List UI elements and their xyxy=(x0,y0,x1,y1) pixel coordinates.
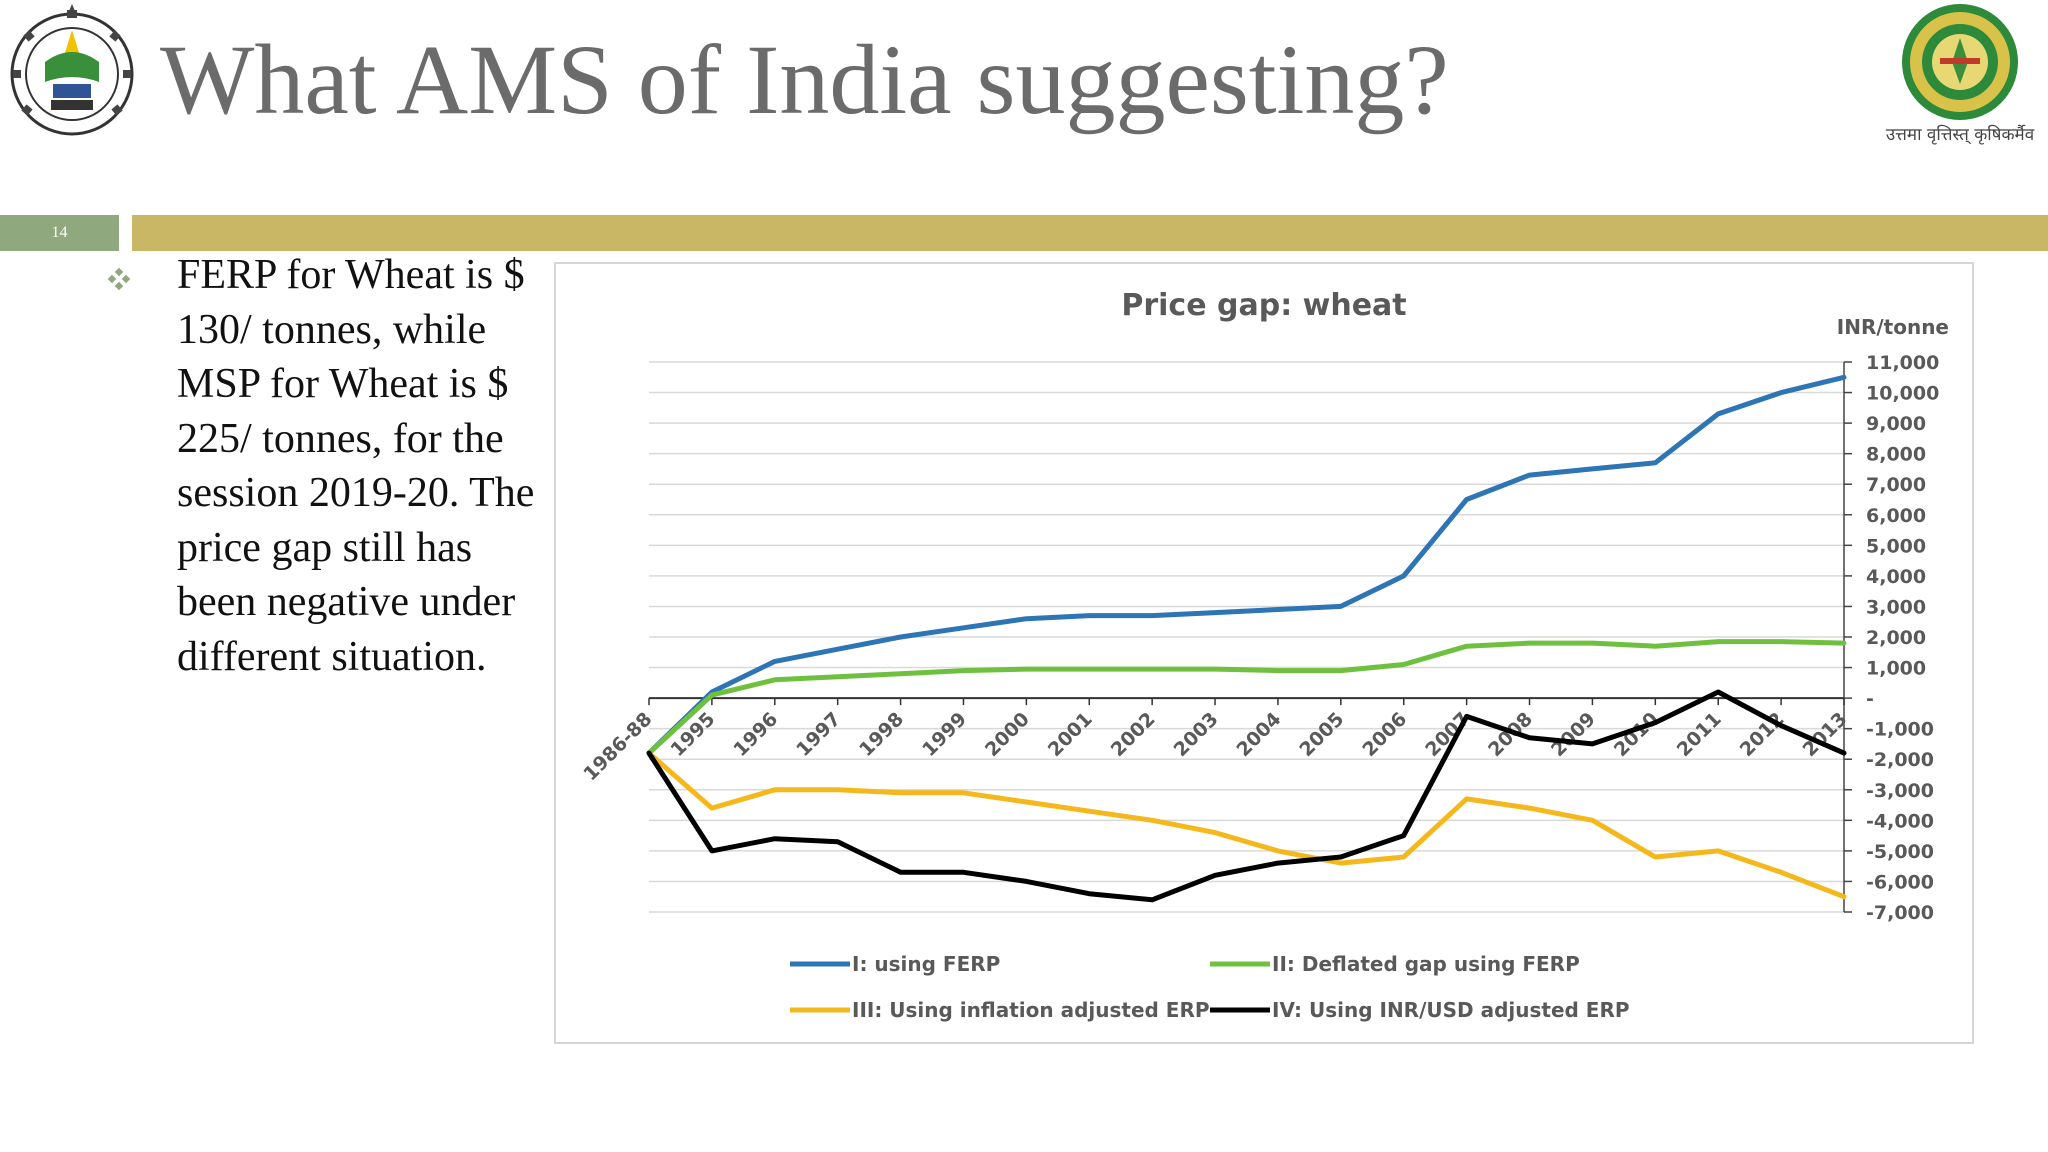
price-gap-chart: Price gap: wheat INR/tonne 11,000 10,000 9… xyxy=(579,288,1949,1022)
legend-label: IV: Using INR/USD adjusted ERP xyxy=(1272,998,1630,1022)
x-tick-label: 2011 xyxy=(1673,708,1726,761)
legend-item-1: I: using FERP xyxy=(790,952,1000,976)
series-line-4 xyxy=(646,689,1847,903)
x-tick-label: 2006 xyxy=(1358,708,1411,761)
y-tick-label: -4,000 xyxy=(1866,810,1934,832)
legend-item-3: III: Using inflation adjusted ERP xyxy=(790,998,1210,1022)
x-tick-label: 1995 xyxy=(666,708,719,761)
x-tick-label: 1986-88 xyxy=(579,708,656,785)
y-tick-label: -1,000 xyxy=(1866,719,1934,741)
accent-bar xyxy=(132,215,2048,251)
y-tick-label: 2,000 xyxy=(1866,627,1926,649)
x-tick-label: 1996 xyxy=(729,708,782,761)
institute-logo-right: उत्तमा वृत्तिस्त् कृषिकर्मैव xyxy=(1886,4,2035,145)
x-tick-label: 2004 xyxy=(1233,708,1286,761)
y-tick-label: -5,000 xyxy=(1866,841,1934,863)
y-tick-label: 8,000 xyxy=(1866,444,1926,466)
legend-label: II: Deflated gap using FERP xyxy=(1272,952,1580,976)
x-tick-label: 2001 xyxy=(1044,708,1097,761)
slide-number-box xyxy=(0,215,119,251)
y-tick-label: 9,000 xyxy=(1866,413,1926,435)
y-tick-label: 11,000 xyxy=(1866,352,1939,374)
y-tick-label: 6,000 xyxy=(1866,505,1926,527)
series-line-1 xyxy=(646,374,1847,756)
y-tick-label: 7,000 xyxy=(1866,474,1926,496)
x-tick-label: 2009 xyxy=(1547,708,1600,761)
x-tick-label: 2005 xyxy=(1295,708,1348,761)
y-tick-label: -3,000 xyxy=(1866,780,1934,802)
chart-title: Price gap: wheat xyxy=(1121,288,1406,323)
y-tick-label: -6,000 xyxy=(1866,871,1934,893)
y-tick-label: - xyxy=(1866,688,1874,710)
y-tick-label: 3,000 xyxy=(1866,596,1926,618)
slide-title: What AMS of India suggesting? xyxy=(160,24,1449,135)
legend-label: III: Using inflation adjusted ERP xyxy=(852,998,1210,1022)
x-tick-label: 2002 xyxy=(1107,708,1160,761)
x-tick-label: 1998 xyxy=(855,708,908,761)
x-tick-label: 2003 xyxy=(1170,708,1223,761)
legend-item-4: IV: Using INR/USD adjusted ERP xyxy=(1210,998,1630,1022)
y-tick-label: 4,000 xyxy=(1866,566,1926,588)
right-logo-caption: उत्तमा वृत्तिस्त् कृषिकर्मैव xyxy=(1886,124,2035,145)
bullet-diamond-icon xyxy=(107,267,131,291)
x-tick-label: 1997 xyxy=(792,708,845,761)
y-tick-label: -7,000 xyxy=(1866,902,1934,924)
y-tick-label: 1,000 xyxy=(1866,658,1926,680)
y-tick-label: -2,000 xyxy=(1866,749,1934,771)
y-tick-label: 5,000 xyxy=(1866,535,1926,557)
legend-item-2: II: Deflated gap using FERP xyxy=(1210,952,1580,976)
slide-number: 14 xyxy=(51,224,68,241)
x-tick-label: 1999 xyxy=(918,708,971,761)
institute-logo-left xyxy=(10,4,134,136)
y-tick-label: 10,000 xyxy=(1866,383,1939,405)
series-line-2 xyxy=(646,639,1847,756)
x-tick-label: 2000 xyxy=(981,708,1034,761)
y-axis-label: INR/tonne xyxy=(1837,315,1949,339)
bullet-text: FERP for Wheat is $ 130/ tonnes, while M… xyxy=(177,252,535,680)
series-line-3 xyxy=(646,750,1847,900)
x-tick-label: 2008 xyxy=(1484,708,1537,761)
legend-label: I: using FERP xyxy=(852,952,1000,976)
